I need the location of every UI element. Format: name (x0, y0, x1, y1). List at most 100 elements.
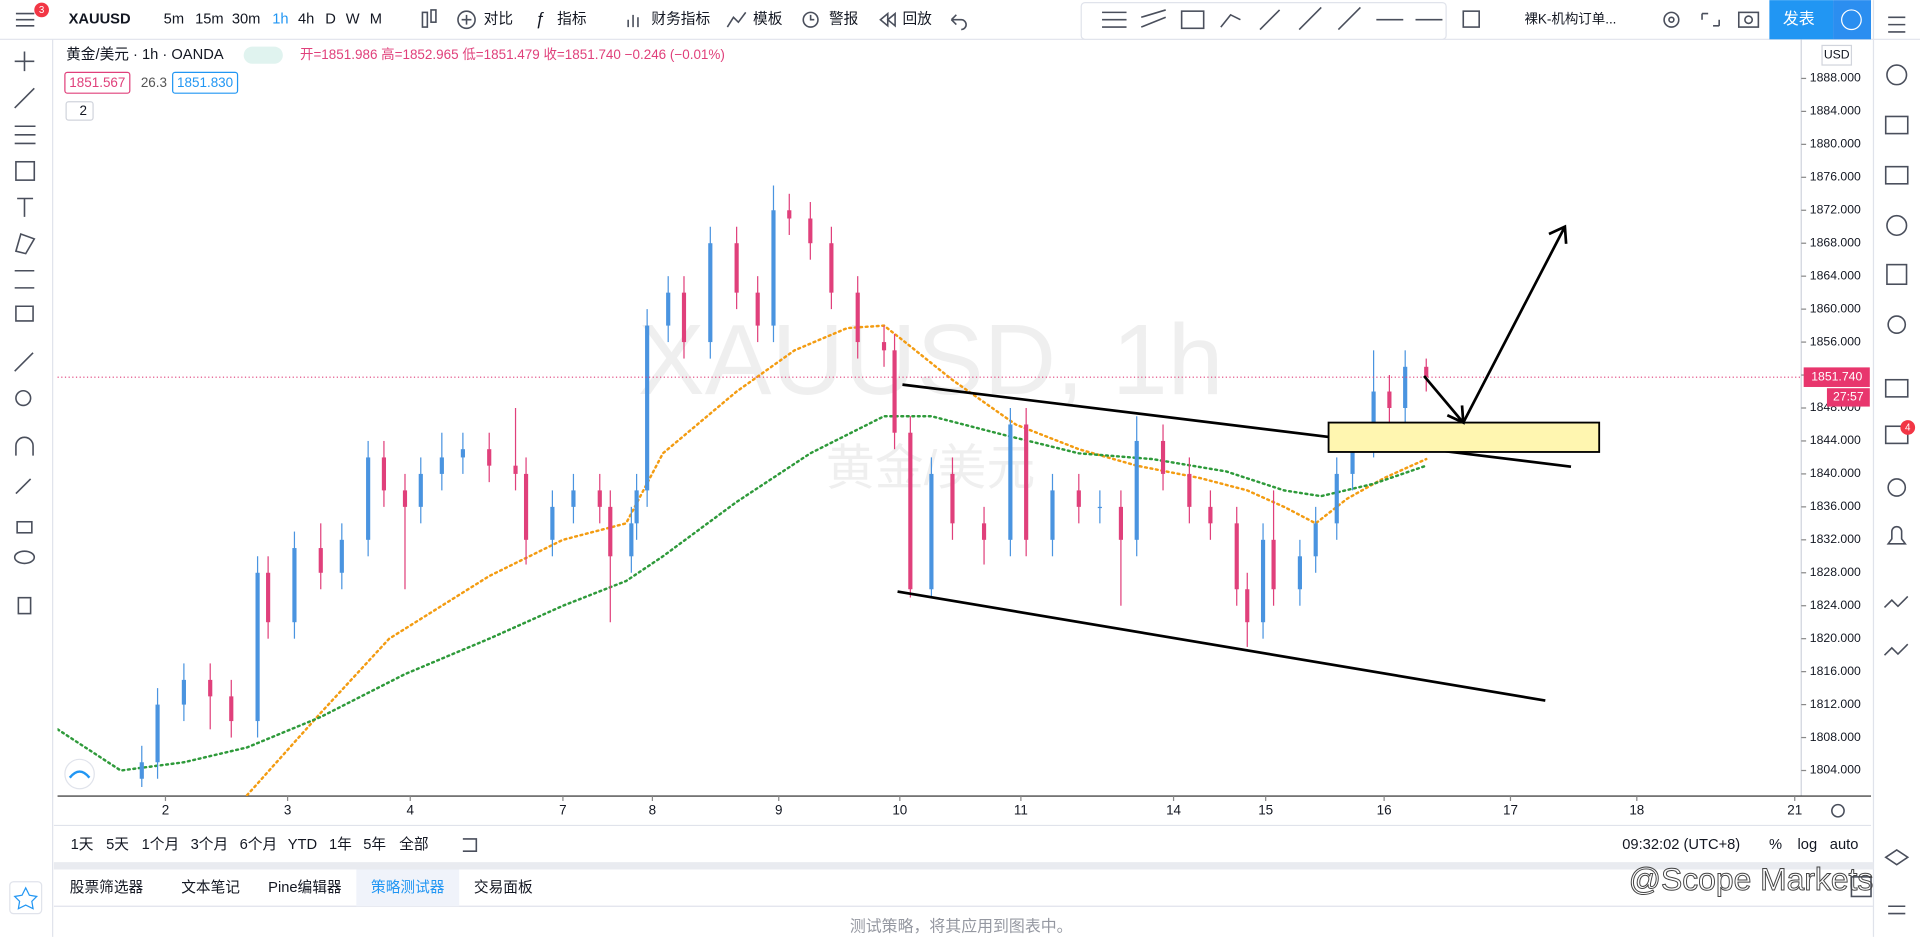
ask-box[interactable] (172, 71, 239, 94)
candle-body (402, 490, 408, 507)
tab[interactable]: 股票筛选器 (70, 879, 144, 896)
candle-body (1371, 391, 1376, 441)
settings-icon[interactable] (1663, 11, 1680, 28)
x-tick-label: 16 (1377, 802, 1392, 817)
clock: 09:32:02 (UTC+8) (1622, 837, 1740, 853)
tab[interactable]: 文本笔记 (181, 879, 240, 896)
y-tick-label: 1876.000 (1810, 170, 1861, 184)
candle-body (755, 292, 760, 326)
candle-body (181, 679, 186, 705)
scale-option[interactable]: auto (1830, 837, 1859, 853)
undo-icon[interactable] (950, 14, 967, 31)
interval[interactable]: 1h (272, 12, 288, 28)
candle-body (292, 548, 297, 623)
logo[interactable] (64, 758, 95, 790)
templates-icon[interactable] (726, 11, 747, 28)
y-tick-label: 1844.000 (1810, 433, 1861, 447)
interval[interactable]: 5m (164, 12, 184, 28)
range-button[interactable]: 5年 (363, 836, 386, 853)
badge: 4 (1905, 423, 1911, 434)
layout-name[interactable]: 裸K-机构订单... (1524, 11, 1616, 26)
indicator-icon[interactable]: ƒ (535, 8, 545, 28)
x-tick-label: 14 (1166, 802, 1181, 817)
range-button[interactable]: 1个月 (142, 836, 180, 853)
layout-icon[interactable] (1462, 10, 1480, 28)
tab[interactable]: 策略测试器 (371, 879, 445, 896)
financials-icon[interactable] (627, 14, 639, 28)
publish-button[interactable] (1769, 0, 1834, 40)
replay-button[interactable] (1833, 0, 1872, 40)
range-button[interactable]: YTD (288, 837, 317, 853)
scale-option[interactable]: % (1769, 837, 1782, 853)
toolbar-button[interactable]: 回放 (902, 11, 932, 28)
toolbar-button[interactable]: 警报 (829, 11, 859, 28)
candle-body (266, 572, 271, 623)
candle-body (629, 523, 634, 557)
range-button[interactable]: 3个月 (191, 836, 229, 853)
bid[interactable]: 1851.567 (69, 75, 125, 90)
candle-body (708, 243, 713, 343)
tab[interactable]: Pine编辑器 (268, 879, 342, 896)
countdown: 27:57 (1833, 390, 1864, 404)
interval[interactable]: M (370, 12, 382, 28)
candle-body (929, 473, 934, 590)
candle-body (1076, 490, 1081, 507)
interval[interactable]: 4h (298, 12, 314, 28)
toolbar-button[interactable]: 指标 (557, 11, 587, 28)
range-button[interactable]: 6个月 (240, 836, 278, 853)
maximize-icon[interactable] (1850, 876, 1872, 898)
range-button[interactable]: 1天 (71, 837, 94, 853)
range-button[interactable]: 全部 (399, 835, 428, 853)
settings-icon[interactable] (1831, 803, 1845, 818)
collapse-count[interactable]: 2 (80, 103, 87, 118)
publish-label[interactable]: 发表 (1783, 10, 1815, 28)
candle-body (1160, 440, 1166, 474)
candle-body (139, 762, 144, 779)
range-button[interactable]: 5天 (106, 837, 129, 853)
collapse-button[interactable] (65, 101, 94, 121)
chart-type-icon[interactable] (421, 9, 437, 28)
toolbar-button[interactable]: 财务指标 (651, 11, 710, 28)
drawing-toolbar (1080, 1, 1447, 40)
toolbar-button[interactable]: 对比 (484, 11, 513, 28)
last-price-label: 1851.740 (1811, 369, 1862, 383)
compare-icon[interactable] (457, 10, 476, 30)
candle-body (229, 696, 234, 722)
candle-body (1260, 539, 1266, 623)
range-button[interactable]: 1年 (329, 836, 352, 853)
interval[interactable]: D (325, 12, 336, 28)
scale-option[interactable]: log (1798, 837, 1818, 853)
tab[interactable]: 交易面板 (474, 878, 533, 896)
alert-icon[interactable] (802, 11, 819, 28)
fullscreen-icon[interactable] (1701, 12, 1720, 27)
candle-body (771, 210, 776, 326)
x-tick-label: 21 (1787, 802, 1802, 817)
splitter[interactable] (53, 862, 1874, 870)
date-range-icon[interactable] (462, 838, 478, 852)
y-tick-label: 1836.000 (1810, 499, 1861, 513)
symbol[interactable]: XAUUSD (69, 12, 131, 28)
candle-body (829, 243, 834, 293)
drawings (897, 224, 1601, 702)
interval[interactable]: W (346, 12, 360, 28)
x-tick-label: 11 (1014, 802, 1028, 817)
toolbar-button[interactable]: 模板 (753, 10, 783, 28)
screenshot-icon[interactable] (1737, 11, 1760, 28)
candle-body (597, 490, 602, 507)
bid-box[interactable] (64, 71, 131, 94)
interval[interactable]: 15m (195, 12, 224, 28)
currency-box (1821, 44, 1853, 66)
candle-body (460, 449, 465, 458)
candle-body (787, 210, 792, 219)
candle-body (1297, 556, 1302, 590)
menu-icon[interactable] (15, 2, 49, 27)
candle-body (908, 432, 913, 590)
interval[interactable]: 30m (232, 12, 261, 28)
candle-body (550, 506, 555, 540)
candle-body (381, 457, 387, 491)
ask[interactable]: 1851.830 (177, 75, 233, 90)
replay-icon[interactable] (879, 11, 896, 28)
y-tick-label: 1812.000 (1810, 697, 1861, 711)
watchlist-button[interactable] (9, 881, 43, 915)
